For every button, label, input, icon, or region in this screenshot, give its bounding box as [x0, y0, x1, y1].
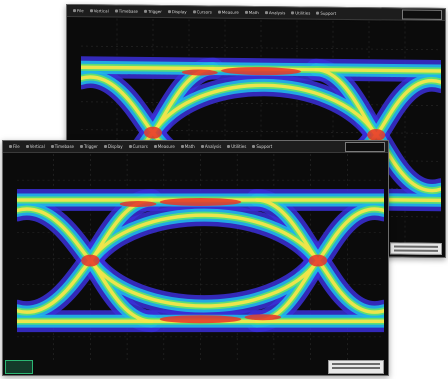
menu-icon	[217, 10, 221, 14]
menu-trigger[interactable]: Trigger	[142, 8, 164, 14]
menu-support[interactable]: Support	[314, 10, 338, 16]
menu-icon	[25, 145, 29, 148]
menu-vertical[interactable]: Vertical	[24, 144, 47, 150]
menu-measure[interactable]: Measure	[216, 9, 241, 15]
menu-analysis[interactable]: Analysis	[263, 10, 287, 16]
menu-icon	[9, 145, 12, 148]
menu-cursors[interactable]: Cursors	[127, 144, 150, 150]
eye-diagram-svg	[17, 154, 384, 363]
menu-icon	[167, 10, 171, 14]
menu-display[interactable]: Display	[102, 144, 125, 150]
menu-display[interactable]: Display	[166, 9, 189, 15]
menu-label: Math	[184, 143, 195, 149]
eye-trace-band	[88, 258, 320, 308]
menu-icon	[153, 145, 157, 148]
menu-icon	[252, 145, 256, 148]
oscilloscope-window-front[interactable]: File Vertical Timebase Trigger Display C…	[2, 140, 389, 376]
trigger-status-panel[interactable]	[345, 142, 385, 152]
channel-descriptor-panel[interactable]	[5, 360, 33, 374]
menu-icon	[291, 11, 295, 15]
menu-label: Utilities	[295, 9, 311, 16]
y-axis-labels	[4, 154, 16, 363]
menu-utilities[interactable]: Utilities	[225, 144, 248, 150]
measurement-row	[394, 249, 438, 252]
menu-math[interactable]: Math	[243, 9, 261, 15]
menu-file[interactable]: File	[71, 8, 86, 14]
density-hotspot	[159, 197, 242, 206]
menu-utilities[interactable]: Utilities	[289, 10, 312, 16]
measurement-panel[interactable]	[390, 242, 442, 255]
density-hotspot	[221, 67, 301, 76]
menu-icon	[144, 9, 148, 13]
menu-icon	[73, 9, 76, 13]
density-hotspot	[308, 254, 328, 267]
menu-label: Trigger	[84, 143, 98, 149]
menu-label: Analysis	[204, 143, 222, 149]
menu-icon	[192, 10, 196, 14]
menu-support[interactable]: Support	[250, 144, 274, 150]
menu-timebase[interactable]: Timebase	[49, 144, 76, 150]
menu-label: Support	[256, 143, 273, 149]
menu-cursors[interactable]: Cursors	[191, 9, 214, 15]
menu-icon	[50, 145, 54, 148]
density-hotspot	[181, 69, 218, 76]
density-hotspot	[244, 314, 282, 321]
menu-math[interactable]: Math	[179, 144, 197, 150]
measurement-row	[394, 245, 438, 248]
menu-trigger[interactable]: Trigger	[78, 144, 100, 150]
eye-trace-band	[151, 83, 378, 137]
menu-icon	[103, 145, 107, 148]
menu-icon	[89, 9, 93, 13]
menu-icon	[128, 145, 132, 148]
menu-measure[interactable]: Measure	[152, 144, 177, 150]
menu-label: Cursors	[196, 8, 212, 15]
menu-file[interactable]: File	[7, 144, 22, 150]
density-hotspot	[81, 254, 100, 267]
menu-label: Cursors	[132, 143, 148, 149]
menu-label: Vertical	[93, 7, 109, 13]
trigger-status-panel[interactable]	[402, 9, 442, 20]
menu-label: Math	[248, 9, 259, 15]
menu-label: File	[77, 7, 84, 13]
menu-label: Timebase	[54, 143, 75, 149]
menu-icon	[264, 11, 268, 15]
menu-label: Analysis	[268, 9, 286, 15]
menu-vertical[interactable]: Vertical	[88, 8, 111, 14]
menu-label: Display	[107, 143, 123, 149]
density-hotspot	[144, 126, 162, 139]
eye-diagram-plot[interactable]	[17, 154, 384, 363]
menu-analysis[interactable]: Analysis	[199, 144, 223, 150]
menu-label: Support	[320, 10, 337, 16]
density-hotspot	[367, 129, 386, 141]
menu-icon	[80, 145, 84, 148]
menu-icon	[227, 145, 231, 148]
menu-label: Display	[171, 8, 187, 14]
density-hotspot	[159, 315, 242, 324]
menu-icon	[200, 145, 204, 148]
menu-icon	[244, 10, 248, 14]
menu-icon	[316, 11, 320, 15]
menu-label: Timebase	[118, 8, 139, 14]
menu-label: File	[13, 143, 20, 149]
menu-label: Utilities	[231, 143, 247, 149]
measurement-panel[interactable]	[328, 360, 384, 374]
menu-icon	[180, 145, 184, 148]
menu-label: Trigger	[148, 8, 162, 14]
measurement-row	[332, 363, 380, 365]
menu-label: Vertical	[29, 143, 45, 149]
menu-timebase[interactable]: Timebase	[113, 8, 140, 14]
menu-bar: File Vertical Timebase Trigger Display C…	[3, 141, 388, 153]
menu-label: Measure	[157, 143, 175, 149]
menu-label: Measure	[221, 9, 239, 15]
density-hotspot	[119, 200, 157, 207]
grid-line	[81, 45, 441, 51]
eye-trace-band	[88, 213, 320, 263]
measurement-row	[332, 367, 380, 369]
menu-icon	[114, 9, 118, 13]
